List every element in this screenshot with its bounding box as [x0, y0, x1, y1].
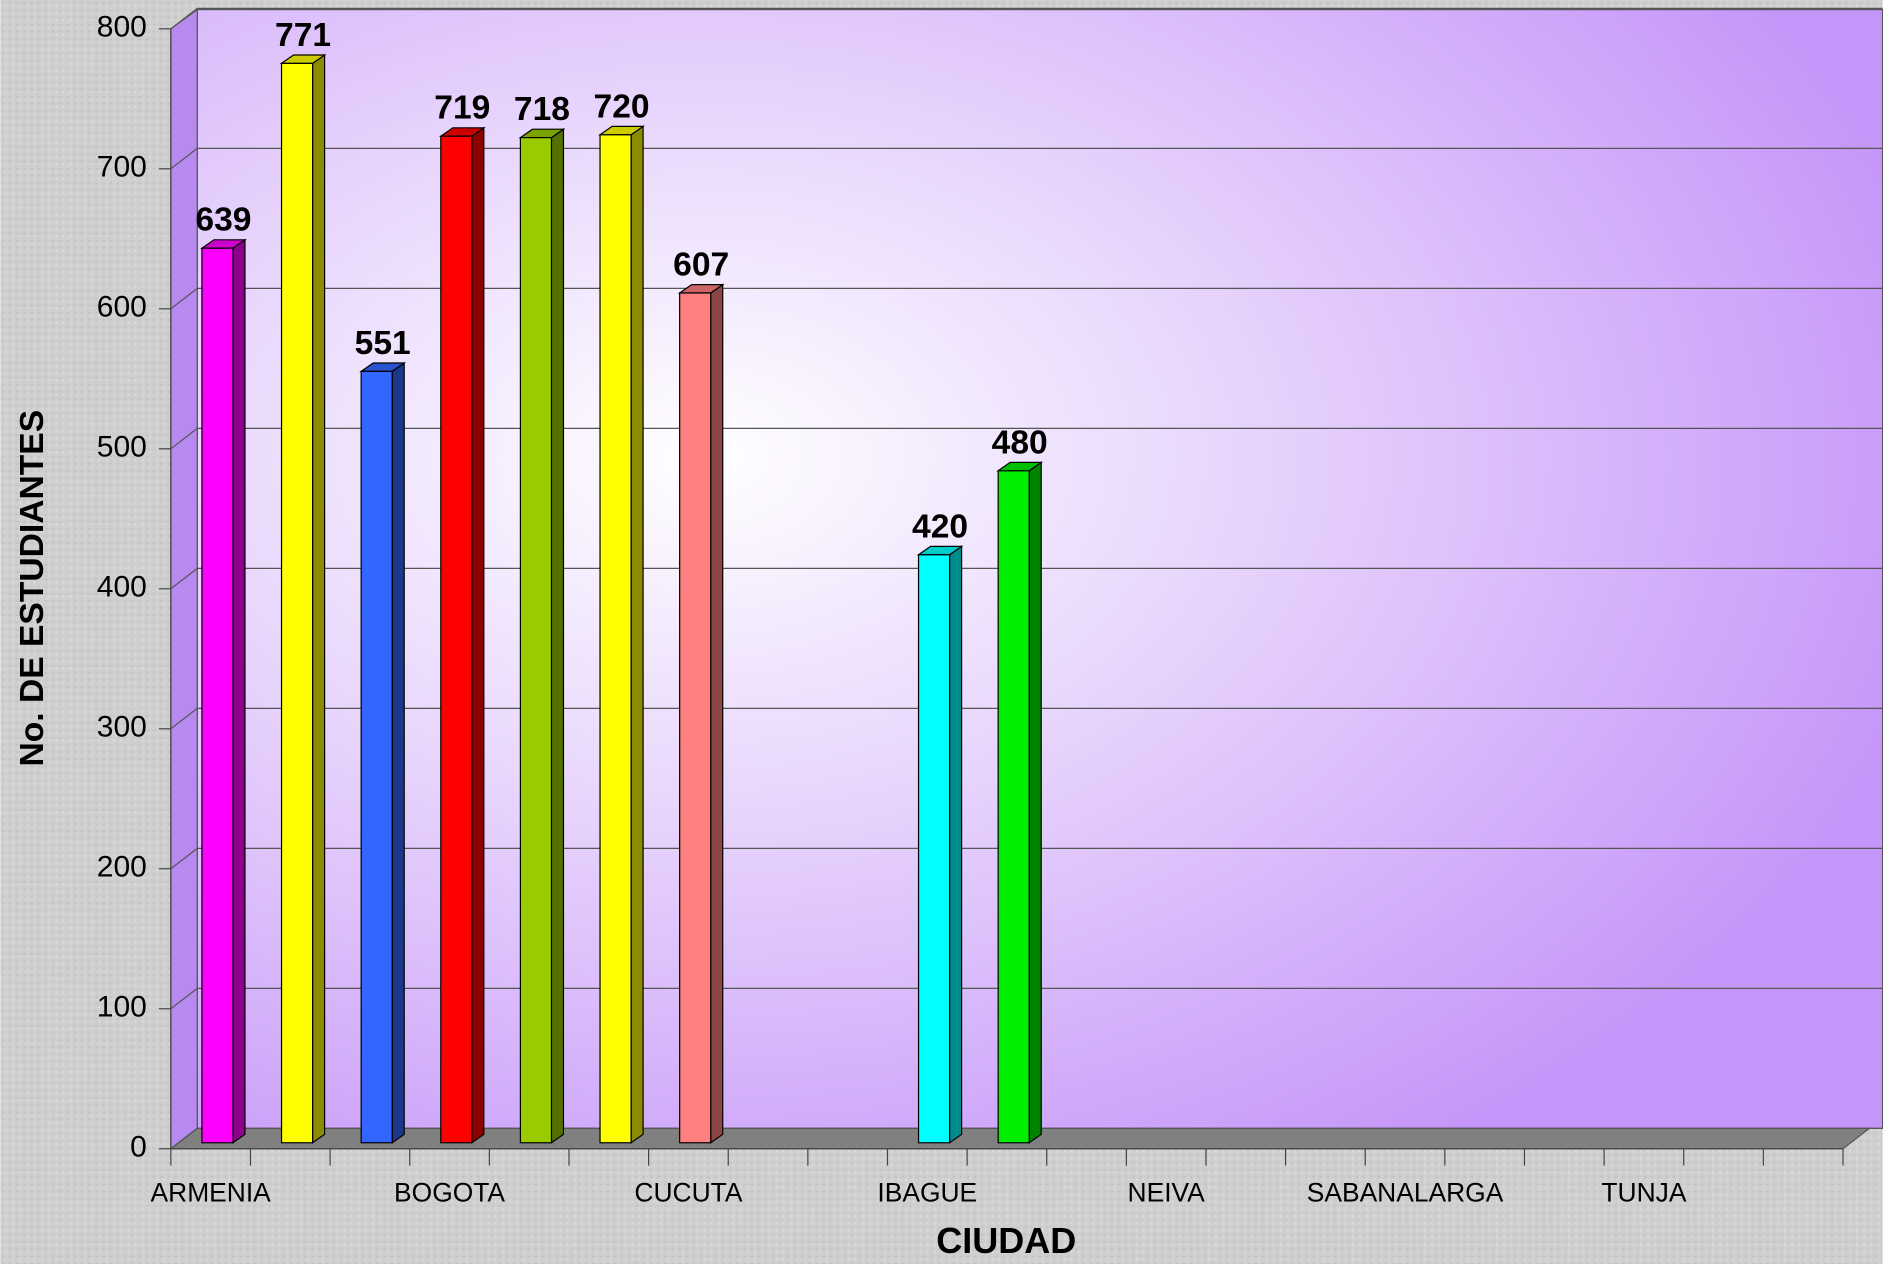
bar-side	[710, 283, 724, 1144]
grid-line	[170, 987, 198, 1010]
grid-line	[170, 1127, 198, 1150]
grid-line	[170, 707, 198, 730]
bar	[917, 554, 951, 1144]
data-label: 719	[434, 90, 490, 127]
bar	[519, 137, 553, 1144]
bar-side	[948, 545, 963, 1144]
x-tick-label: SABANALARGA	[1307, 1177, 1504, 1207]
bar-side	[550, 128, 565, 1144]
x-tick-label: BOGOTA	[394, 1177, 505, 1207]
bar-side	[232, 238, 246, 1144]
bar	[599, 134, 632, 1144]
data-label: 771	[275, 17, 331, 54]
y-tick-label: 200	[97, 851, 147, 884]
y-tick-label: 500	[97, 431, 147, 464]
x-tick-label: CUCUTA	[634, 1177, 742, 1207]
bar	[201, 247, 234, 1144]
bar-side	[311, 53, 326, 1144]
y-tick-label: 400	[97, 571, 147, 604]
y-tick-label: 100	[97, 991, 147, 1024]
grid-line	[170, 567, 198, 590]
grid-line	[170, 287, 198, 310]
y-tick-label: 800	[97, 11, 147, 44]
x-axis-title: CIUDAD	[936, 1220, 1076, 1261]
bar-side	[1028, 461, 1042, 1144]
bar-side	[391, 361, 405, 1144]
bar	[280, 62, 314, 1144]
y-tick-label: 600	[97, 291, 147, 324]
data-label: 551	[355, 325, 411, 362]
x-tick-label: ARMENIA	[151, 1177, 272, 1207]
data-label: 607	[673, 246, 729, 283]
grid-line	[170, 147, 198, 170]
grid-line	[170, 847, 198, 870]
x-tick-label: NEIVA	[1128, 1177, 1206, 1207]
y-tick-label: 700	[97, 151, 147, 184]
grid-line	[170, 427, 198, 450]
bar	[679, 292, 712, 1144]
data-label: 720	[594, 88, 650, 125]
y-tick-label: 0	[130, 1131, 147, 1164]
data-label: 639	[195, 202, 251, 239]
grid-line	[170, 7, 198, 30]
bar-side	[630, 125, 644, 1144]
bar-side	[471, 126, 485, 1144]
y-axis-title: No. DE ESTUDIANTES	[14, 410, 51, 767]
data-label: 718	[514, 91, 570, 128]
bar	[360, 370, 393, 1144]
x-tick-label: TUNJA	[1601, 1177, 1686, 1207]
y-tick-label: 300	[97, 711, 147, 744]
data-label: 480	[992, 424, 1048, 461]
x-tick-label: IBAGUE	[877, 1177, 977, 1207]
bar	[440, 135, 473, 1144]
bar	[997, 470, 1030, 1144]
data-label: 420	[912, 508, 968, 545]
